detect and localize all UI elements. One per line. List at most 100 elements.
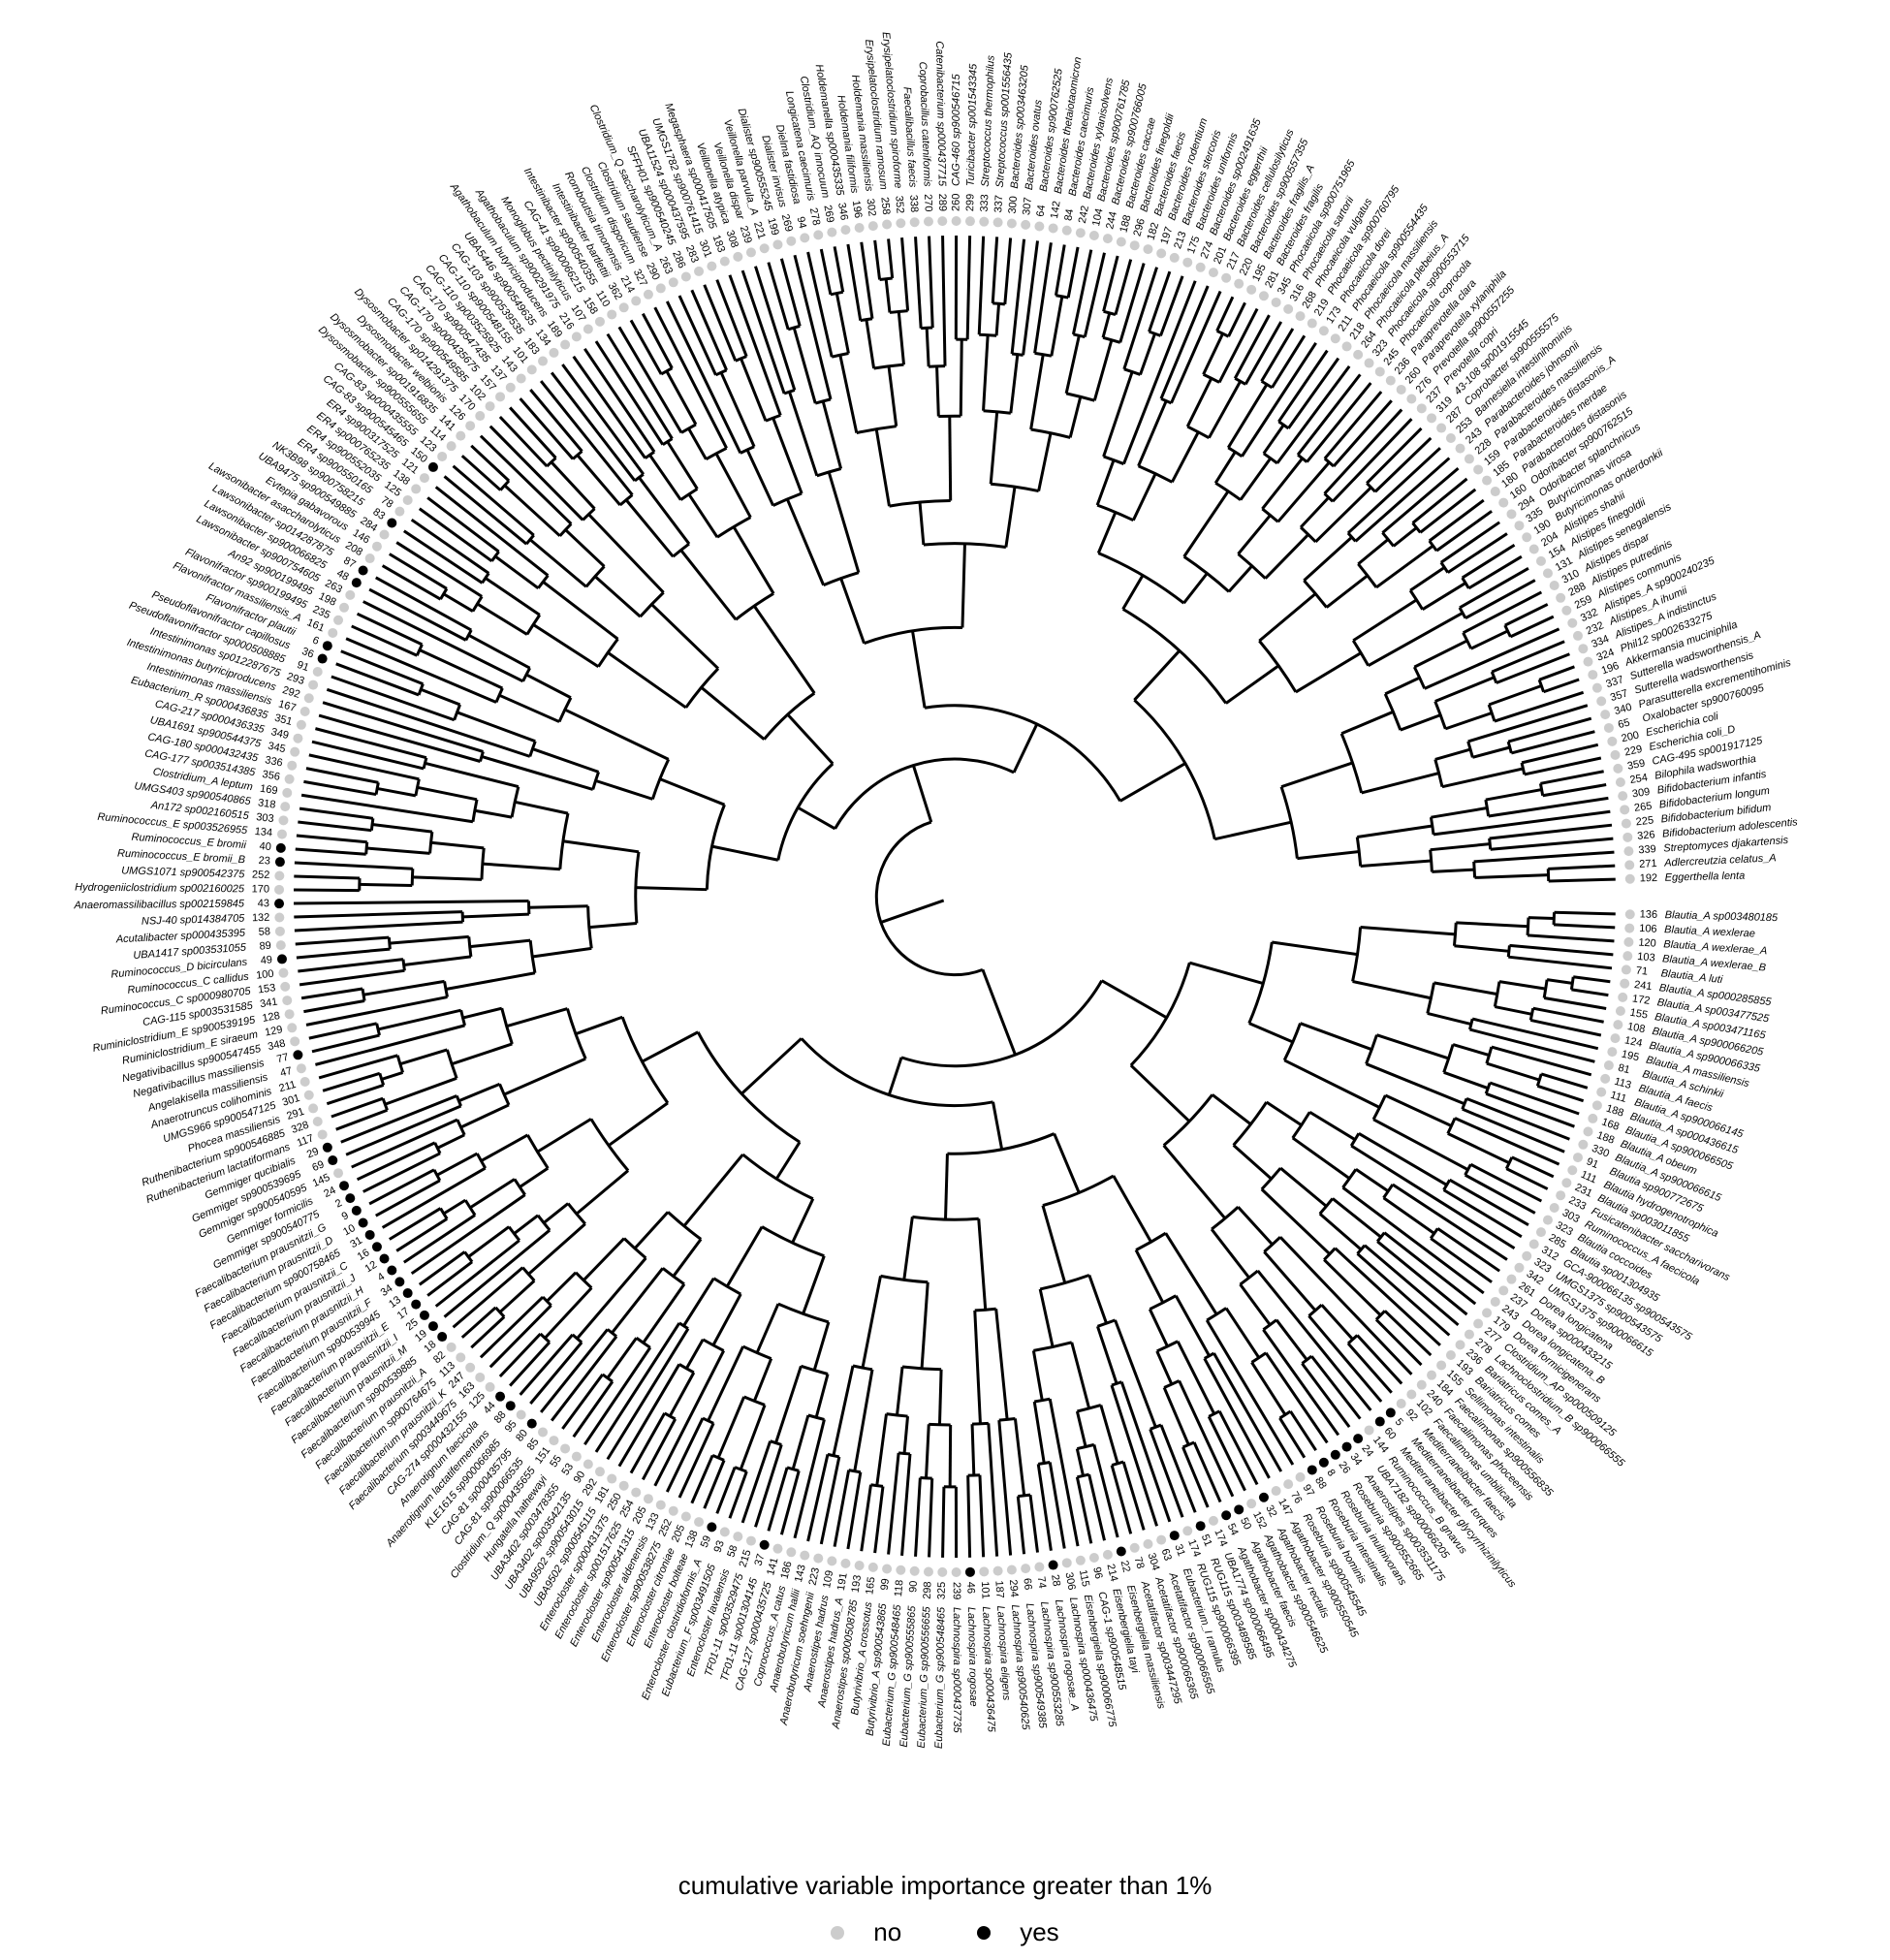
branch [375, 576, 472, 632]
branch-arc [1030, 427, 1071, 439]
tip-id: 106 [1639, 923, 1657, 935]
branch [340, 1094, 457, 1144]
tip-id: 128 [262, 1010, 281, 1025]
tip-marker-no [1535, 555, 1546, 566]
branch [665, 370, 698, 426]
branch [410, 1193, 526, 1276]
branch [1031, 1350, 1044, 1401]
branch [838, 354, 859, 433]
branch [335, 662, 420, 697]
tip-marker-no [290, 1036, 300, 1047]
branch-arc [1569, 976, 1575, 991]
tip-id: 356 [262, 769, 281, 783]
branch-arc [1247, 941, 1274, 1025]
branch [1101, 312, 1112, 338]
tip-marker-yes [427, 461, 438, 472]
tip-marker-yes [351, 1205, 362, 1216]
tip-id: 48 [334, 567, 350, 583]
tip-marker-no [275, 940, 286, 951]
branch [420, 687, 461, 707]
branch [873, 1486, 885, 1554]
branch [562, 839, 640, 854]
branch [1048, 1462, 1066, 1549]
branch [1435, 510, 1493, 553]
tip-marker-no [278, 967, 289, 978]
branch [335, 1108, 389, 1131]
branch [1112, 1175, 1152, 1243]
tip-marker-no [840, 225, 851, 236]
branch [457, 1082, 501, 1103]
branch-arc [1018, 1493, 1031, 1499]
branch [703, 1459, 726, 1509]
branch-arc [1493, 981, 1501, 1007]
branch [653, 1349, 726, 1487]
tip-marker-no [594, 316, 605, 327]
branch [1217, 1410, 1259, 1486]
branch [1307, 1314, 1383, 1403]
branch [874, 428, 891, 507]
branch [839, 578, 866, 645]
tip-id: 324 [1595, 647, 1616, 664]
branch [318, 713, 481, 763]
branch [377, 1008, 462, 1031]
tip-marker-no [1006, 218, 1017, 229]
tip-id: 303 [256, 811, 275, 825]
branch [861, 1276, 882, 1369]
tip-marker-no [951, 1566, 961, 1577]
tip-label: CAG-460 sp900546715 [951, 74, 962, 186]
tip-id: 357 [1609, 687, 1629, 704]
branch-arc [1102, 335, 1121, 344]
branch [740, 269, 786, 395]
branch [792, 327, 817, 404]
tip-marker-no [1620, 978, 1630, 989]
branch-arc [1204, 1351, 1215, 1360]
tip-marker-no [707, 261, 717, 271]
branch [1287, 357, 1340, 429]
branch [1364, 1244, 1460, 1326]
tip-marker-no [1295, 1471, 1306, 1482]
tip-marker-no [1623, 936, 1634, 947]
tip-marker-no [1473, 464, 1484, 475]
branch [503, 484, 561, 537]
branch [1159, 285, 1210, 399]
tip-marker-no [992, 1565, 1003, 1576]
tip-id: 213 [1172, 230, 1188, 250]
tip-marker-no [538, 356, 549, 366]
branch [1431, 806, 1488, 819]
branch [1464, 1173, 1536, 1215]
branch [827, 471, 861, 574]
branch-arc [456, 1119, 466, 1136]
branch [911, 630, 927, 709]
branch [987, 1423, 999, 1557]
branch-arc [361, 988, 366, 1001]
branch [1260, 1187, 1331, 1255]
tip-id: 325 [936, 1582, 948, 1600]
tip-id: 293 [285, 671, 305, 687]
tip-id: 99 [879, 1578, 892, 1591]
tip-id: 37 [753, 1553, 768, 1567]
branch [528, 904, 588, 909]
branch [1174, 1295, 1211, 1357]
branch [1459, 566, 1529, 610]
branch [345, 1104, 462, 1156]
branch [543, 1202, 570, 1224]
branch [925, 1424, 930, 1478]
branch-arc [1488, 838, 1493, 850]
tip-marker-yes [274, 857, 285, 868]
tip-marker-no [594, 1467, 605, 1477]
branch-arc [667, 1211, 703, 1241]
branch [785, 498, 826, 586]
branch [1485, 788, 1542, 802]
tip-label: Lachnospira sp000437735 [951, 1607, 962, 1734]
branch [1283, 1059, 1381, 1109]
branch [617, 1363, 681, 1468]
branch [1155, 1350, 1174, 1385]
branch [1280, 761, 1353, 789]
branch-arc [1411, 522, 1422, 534]
branch [588, 921, 638, 930]
branch [1346, 1342, 1393, 1394]
tip-marker-no [1567, 617, 1578, 628]
tip-marker-no [1406, 1389, 1417, 1400]
branch-arc [1439, 561, 1450, 574]
branch [452, 1266, 524, 1329]
